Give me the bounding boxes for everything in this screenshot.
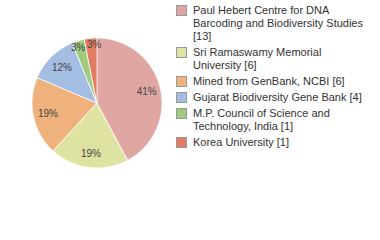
html-text:Paul Hebert Centre for DNA Bar: Paul Hebert Centre for DNA Barcoding and… bbox=[193, 4, 363, 42]
svg-text:3%: 3% bbox=[71, 42, 86, 53]
svg-text:12%: 12% bbox=[52, 62, 72, 73]
svg-text:19%: 19% bbox=[81, 148, 101, 159]
svg-text:19%: 19% bbox=[38, 108, 58, 119]
html-text:Sri Ramaswamy Memorial Univers: Sri Ramaswamy Memorial University [6] bbox=[193, 46, 322, 71]
html-text:Mined from GenBank, NCBI [6]: Mined from GenBank, NCBI [6] bbox=[193, 75, 345, 87]
svg-text:3%: 3% bbox=[87, 39, 102, 50]
svg-text:41%: 41% bbox=[137, 86, 157, 97]
html-text:Korea University [1]: Korea University [1] bbox=[193, 136, 289, 148]
html-text:M.P. Council of Science and Te: M.P. Council of Science and Technology, … bbox=[193, 107, 330, 132]
html-text:Gujarat Biodiversity Gene Bank: Gujarat Biodiversity Gene Bank [4] bbox=[193, 91, 362, 103]
